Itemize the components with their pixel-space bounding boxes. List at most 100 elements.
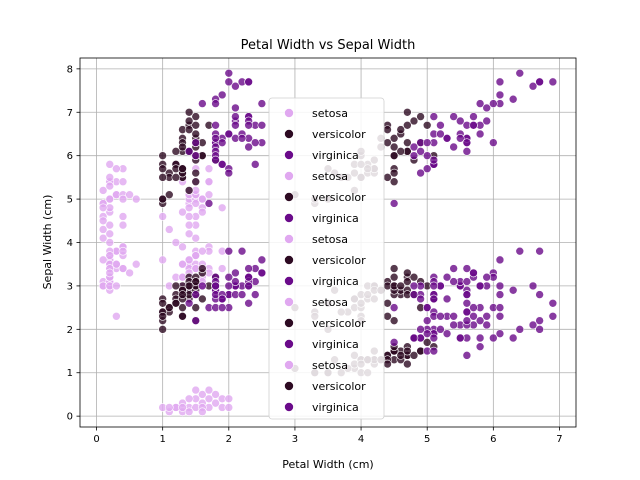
- data-point-versicolor: [184, 186, 194, 195]
- y-axis-label: Sepal Width (cm): [41, 195, 54, 290]
- data-point-setosa: [118, 212, 128, 221]
- data-point-setosa: [118, 264, 128, 273]
- data-point-versicolor: [389, 316, 399, 325]
- legend-label: versicolor: [312, 317, 366, 330]
- data-point-virginica: [211, 99, 220, 108]
- legend-label: virginica: [312, 149, 359, 162]
- data-point-virginica: [250, 160, 260, 169]
- y-tick-label: 5: [67, 195, 73, 206]
- data-point-versicolor: [198, 264, 207, 273]
- data-point-setosa: [178, 403, 187, 412]
- data-point-versicolor: [171, 173, 181, 182]
- data-point-versicolor: [184, 281, 194, 291]
- x-tick-label: 0: [93, 434, 99, 445]
- data-point-virginica: [508, 94, 518, 104]
- legend-marker: [284, 402, 294, 412]
- data-point-virginica: [475, 333, 485, 343]
- data-point-virginica: [535, 325, 544, 334]
- data-point-setosa: [204, 190, 214, 200]
- data-point-virginica: [191, 290, 201, 299]
- data-point-setosa: [105, 229, 115, 239]
- data-point-versicolor: [403, 107, 412, 117]
- data-point-versicolor: [178, 290, 187, 299]
- data-point-virginica: [422, 164, 432, 173]
- data-point-versicolor: [409, 272, 419, 282]
- y-tick-label: 2: [67, 325, 73, 336]
- legend-marker: [284, 360, 294, 370]
- legend-label: virginica: [312, 401, 359, 414]
- data-point-virginica: [198, 281, 207, 291]
- data-point-virginica: [508, 285, 518, 295]
- data-point-virginica: [244, 120, 253, 130]
- data-point-setosa: [98, 233, 108, 243]
- data-point-virginica: [211, 281, 220, 291]
- data-point-virginica: [455, 333, 465, 343]
- data-point-setosa: [98, 216, 108, 226]
- data-point-setosa: [178, 207, 187, 217]
- data-point-versicolor: [389, 151, 399, 160]
- data-point-virginica: [211, 134, 220, 143]
- y-tick-label: 0: [67, 412, 73, 423]
- data-point-versicolor: [191, 177, 201, 187]
- data-point-setosa: [178, 259, 187, 269]
- data-point-versicolor: [171, 298, 181, 308]
- data-point-virginica: [224, 168, 234, 178]
- data-point-setosa: [112, 164, 121, 173]
- data-point-setosa: [98, 225, 108, 234]
- data-point-virginica: [462, 147, 472, 156]
- data-point-versicolor: [403, 138, 412, 147]
- data-point-virginica: [191, 138, 201, 147]
- data-point-virginica: [422, 329, 432, 338]
- data-point-setosa: [184, 220, 194, 230]
- data-point-setosa: [118, 177, 128, 187]
- data-point-virginica: [469, 303, 478, 312]
- data-point-setosa: [118, 220, 128, 230]
- data-point-setosa: [198, 390, 207, 399]
- data-point-virginica: [409, 333, 419, 343]
- data-point-versicolor: [178, 164, 187, 173]
- data-point-virginica: [495, 255, 505, 265]
- x-axis-label: Petal Width (cm): [282, 458, 373, 471]
- data-point-versicolor: [389, 168, 399, 178]
- data-point-virginica: [495, 281, 505, 291]
- data-point-virginica: [482, 320, 492, 330]
- data-point-virginica: [535, 290, 544, 299]
- data-point-setosa: [105, 238, 115, 247]
- data-point-versicolor: [389, 264, 399, 273]
- data-point-virginica: [449, 112, 458, 121]
- data-point-setosa: [198, 407, 207, 417]
- data-point-versicolor: [383, 173, 392, 182]
- data-point-setosa: [191, 199, 201, 208]
- data-point-versicolor: [158, 173, 167, 182]
- data-point-setosa: [171, 238, 181, 247]
- data-point-virginica: [257, 120, 267, 130]
- data-point-setosa: [184, 203, 194, 213]
- data-point-versicolor: [403, 359, 412, 369]
- data-point-setosa: [98, 203, 108, 213]
- data-point-setosa: [125, 268, 134, 278]
- legend-label: virginica: [312, 338, 359, 351]
- data-point-virginica: [462, 138, 472, 147]
- data-point-virginica: [422, 316, 432, 325]
- data-point-versicolor: [158, 164, 167, 173]
- data-point-virginica: [495, 303, 505, 312]
- data-point-setosa: [178, 242, 187, 252]
- data-point-setosa: [118, 246, 128, 256]
- data-point-virginica: [482, 272, 492, 282]
- data-point-setosa: [112, 281, 121, 291]
- x-tick-label: 1: [159, 434, 165, 445]
- data-point-versicolor: [403, 277, 412, 286]
- data-point-versicolor: [403, 268, 412, 278]
- data-point-virginica: [217, 90, 227, 100]
- data-point-setosa: [191, 233, 201, 243]
- data-point-setosa: [211, 390, 220, 399]
- data-point-versicolor: [389, 142, 399, 152]
- legend-marker: [284, 255, 294, 265]
- data-point-setosa: [118, 194, 128, 204]
- data-point-virginica: [462, 298, 472, 308]
- data-point-setosa: [198, 246, 207, 256]
- data-point-versicolor: [178, 311, 187, 321]
- data-point-virginica: [436, 129, 445, 139]
- data-point-virginica: [429, 281, 439, 291]
